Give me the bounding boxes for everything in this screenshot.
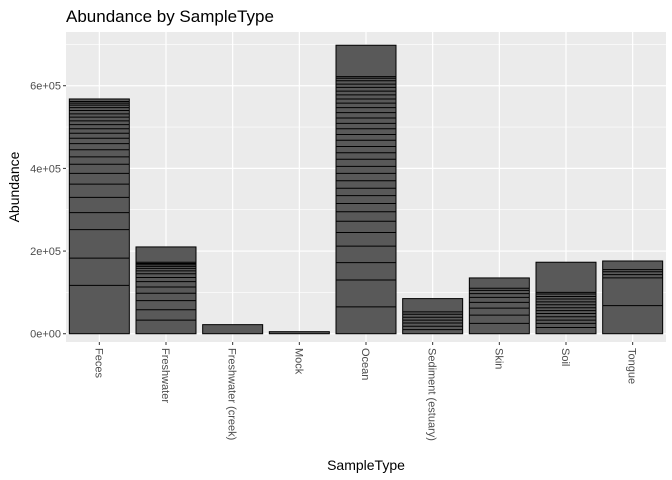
x-tick-label: Tongue xyxy=(626,348,638,384)
bar-ocean xyxy=(335,44,397,335)
x-tick-label: Ocean xyxy=(359,348,371,380)
x-tick-label: Mock xyxy=(292,348,304,375)
bar-mock xyxy=(268,331,330,335)
bar-sediment-estuary xyxy=(402,298,464,335)
bar-feces xyxy=(68,98,130,335)
x-tick-label: Skin xyxy=(492,348,504,369)
y-axis: 0e+00 2e+05 4e+05 6e+05 xyxy=(30,81,66,341)
x-tick-label: Sediment (estuary) xyxy=(426,348,438,441)
chart-title: Abundance by SampleType xyxy=(66,7,274,26)
bars xyxy=(68,44,664,335)
bar-freshwater-creek xyxy=(202,324,264,335)
y-tick-label: 6e+05 xyxy=(30,81,61,93)
bar-freshwater xyxy=(135,246,197,335)
bar-soil xyxy=(535,261,597,335)
x-tick-label: Soil xyxy=(559,348,571,366)
x-tick-label: Freshwater (creek) xyxy=(226,348,238,440)
bar-tongue xyxy=(602,260,664,335)
y-tick-label: 4e+05 xyxy=(30,163,61,175)
y-tick-label: 0e+00 xyxy=(30,329,61,341)
y-axis-title: Abundance xyxy=(6,151,22,222)
y-tick-label: 2e+05 xyxy=(30,246,61,258)
x-axis-title: SampleType xyxy=(327,457,405,473)
x-tick-label: Freshwater xyxy=(159,348,171,403)
x-axis: Feces Freshwater Freshwater (creek) Mock Oce… xyxy=(92,342,638,441)
x-tick-label: Feces xyxy=(92,348,104,378)
bar-skin xyxy=(468,277,530,335)
